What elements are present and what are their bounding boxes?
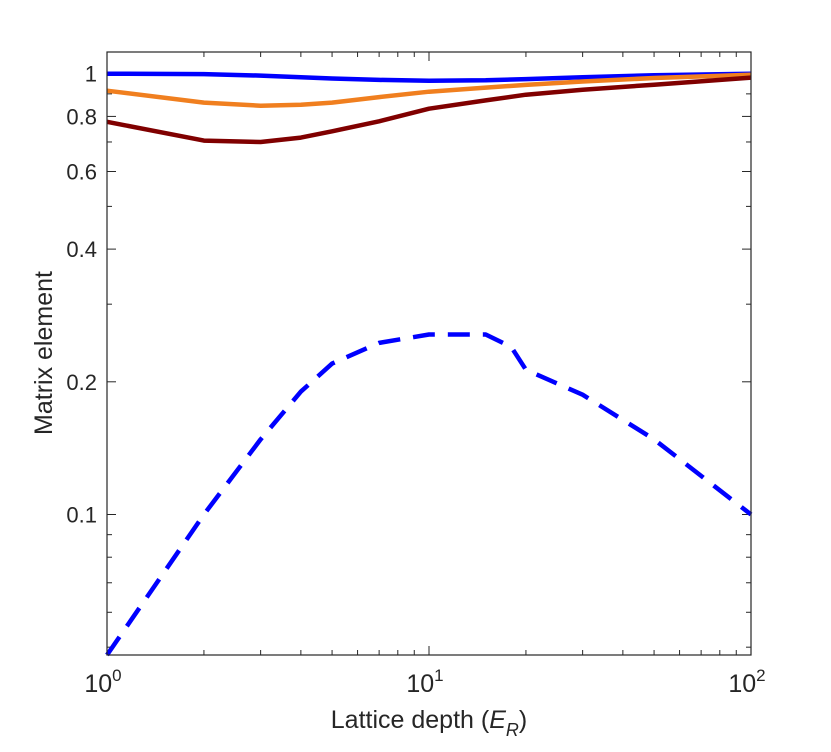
axes-box [106,51,752,656]
tick-labels: 0.1 0.2 0.4 0.6 0.8 1 100 101 102 [66,62,765,698]
y-tick-label: 0.4 [66,237,97,262]
x-axis-label: Lattice depth (ER) [331,706,527,740]
y-tick-label: 0.8 [66,104,97,129]
series-line-4-dashed [105,332,753,657]
series-line-1 [106,71,752,83]
series-line-2 [106,72,752,108]
x-tick-label: 102 [728,666,765,698]
y-axis-label: Matrix element [30,271,58,435]
series-line-3 [106,75,752,145]
y-tick-label: 0.2 [66,370,97,395]
x-tick-label: 100 [84,666,121,698]
y-tick-label: 1 [85,62,97,87]
x-tick-label: 101 [406,666,443,698]
y-tick-label: 0.6 [66,159,97,184]
y-tick-label: 0.1 [66,502,97,527]
series-lines [105,71,753,657]
